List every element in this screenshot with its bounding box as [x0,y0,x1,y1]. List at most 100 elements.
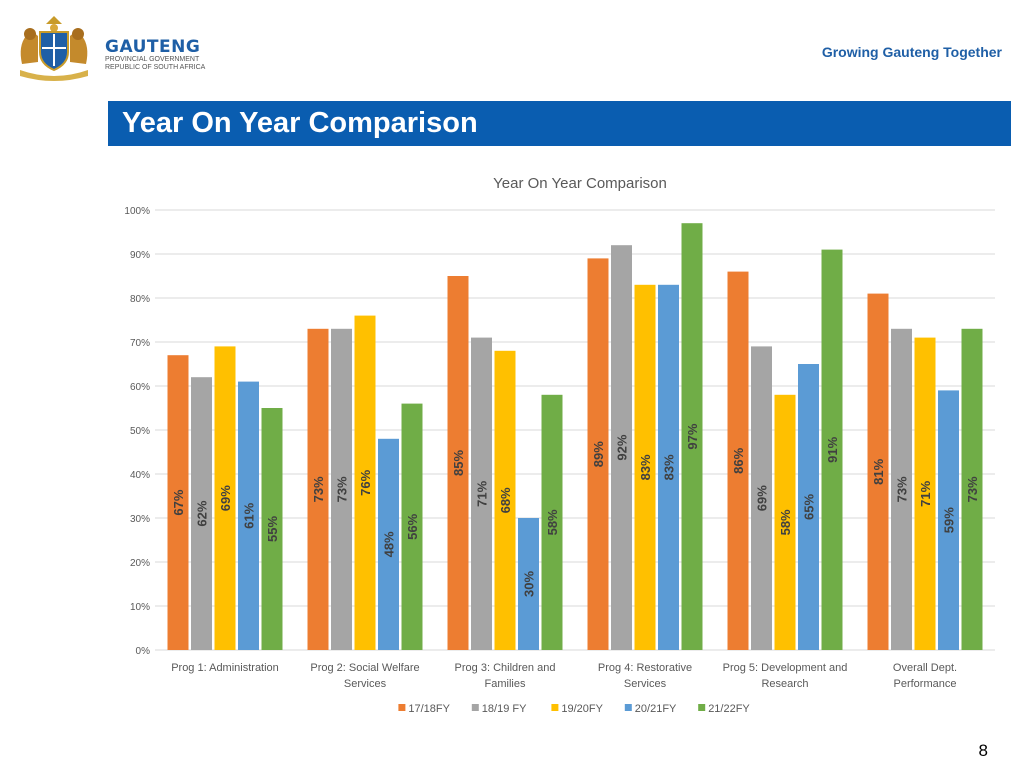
data-label: 81% [871,458,886,484]
bar [331,328,352,650]
coat-of-arms-icon [20,16,88,81]
x-tick-label: Performance [894,678,957,690]
bar [611,245,632,650]
bar [751,346,772,650]
bar [821,249,843,650]
x-tick-label: Families [485,678,526,690]
data-label: 58% [778,509,793,535]
bar [214,346,236,650]
x-tick-label: Services [624,678,667,690]
bar [518,518,539,650]
x-tick-label: Prog 1: Administration [171,662,279,674]
x-tick-label: Prog 5: Development and [723,662,848,674]
bar [307,328,329,650]
bar [658,284,679,650]
legend-swatch [551,704,559,711]
y-tick-label: 60% [130,382,150,393]
y-tick-label: 40% [130,470,150,481]
y-tick-label: 10% [130,602,150,613]
data-label: 59% [942,507,957,533]
x-tick-label: Overall Dept. [893,662,957,674]
gauteng-logo: GAUTENG PROVINCIAL GOVERNMENT REPUBLIC O… [10,12,210,82]
bar [587,258,609,650]
bar [681,223,703,650]
data-label: 58% [545,509,560,535]
legend-label: 17/18FY [408,703,450,715]
bar [798,364,819,650]
data-label: 73% [311,476,326,502]
data-label: 61% [242,502,257,528]
slide-title: Year On Year Comparison [122,107,478,139]
bar-chart: Year On Year Comparison 0% 10% 20% 30% 40% 50%… [124,175,995,715]
data-label: 97% [685,423,700,449]
data-label: 89% [591,441,606,467]
data-label: 67% [171,489,186,515]
data-label: 69% [755,485,770,511]
data-label: 73% [895,476,910,502]
x-tick-label: Prog 2: Social Welfare [310,662,419,674]
data-label: 73% [965,476,980,502]
bar [634,284,656,650]
data-label: 71% [475,480,490,506]
brand-line-1: PROVINCIAL GOVERNMENT [105,56,200,63]
y-tick-label: 30% [130,514,150,525]
y-tick-label: 90% [130,250,150,261]
y-tick-label: 0% [136,646,151,657]
legend-label: 18/19 FY [482,703,527,715]
legend-swatch [398,704,406,711]
legend-label: 19/20FY [561,703,603,715]
bar [191,377,212,650]
data-label: 76% [358,469,373,495]
bar [541,394,563,650]
tagline: Growing Gauteng Together [821,44,1002,60]
bar [354,315,376,650]
data-label: 92% [615,434,630,460]
data-label: 71% [918,480,933,506]
bar [261,408,283,650]
data-label: 68% [498,487,513,513]
data-label: 65% [802,494,817,520]
data-label: 83% [638,454,653,480]
data-label: 73% [335,476,350,502]
legend-swatch [698,704,706,711]
bar [867,293,889,650]
bar [447,276,469,650]
bar [471,337,492,650]
bar [401,403,423,650]
data-label: 86% [731,447,746,473]
y-tick-label: 70% [130,338,150,349]
data-label: 62% [195,500,210,526]
bar [378,438,399,650]
bar [727,271,749,650]
brand-name: GAUTENG [105,37,201,57]
data-label: 85% [451,450,466,476]
bar [167,355,189,650]
brand-line-2: REPUBLIC OF SOUTH AFRICA [105,64,206,71]
bar [914,337,936,650]
y-tick-label: 50% [130,426,150,437]
legend-swatch [624,704,632,711]
data-label: 30% [522,571,537,597]
x-tick-label: Services [344,678,387,690]
y-tick-label: 100% [124,206,150,217]
y-tick-label: 20% [130,558,150,569]
x-tick-label: Research [761,678,808,690]
data-label: 56% [405,513,420,539]
y-tick-label: 80% [130,294,150,305]
bar [494,350,516,650]
page-number: 8 [978,741,988,760]
x-tick-label: Prog 4: Restorative [598,662,692,674]
data-label: 55% [265,516,280,542]
legend-label: 20/21FY [635,703,677,715]
bar [238,381,259,650]
bar [774,394,796,650]
chart-title: Year On Year Comparison [493,175,667,192]
data-label: 48% [382,531,397,557]
bar [961,328,983,650]
bar [938,390,959,650]
legend-label: 21/22FY [708,703,750,715]
data-label: 69% [218,485,233,511]
data-label: 91% [825,436,840,462]
data-label: 83% [662,454,677,480]
x-tick-label: Prog 3: Children and [455,662,556,674]
